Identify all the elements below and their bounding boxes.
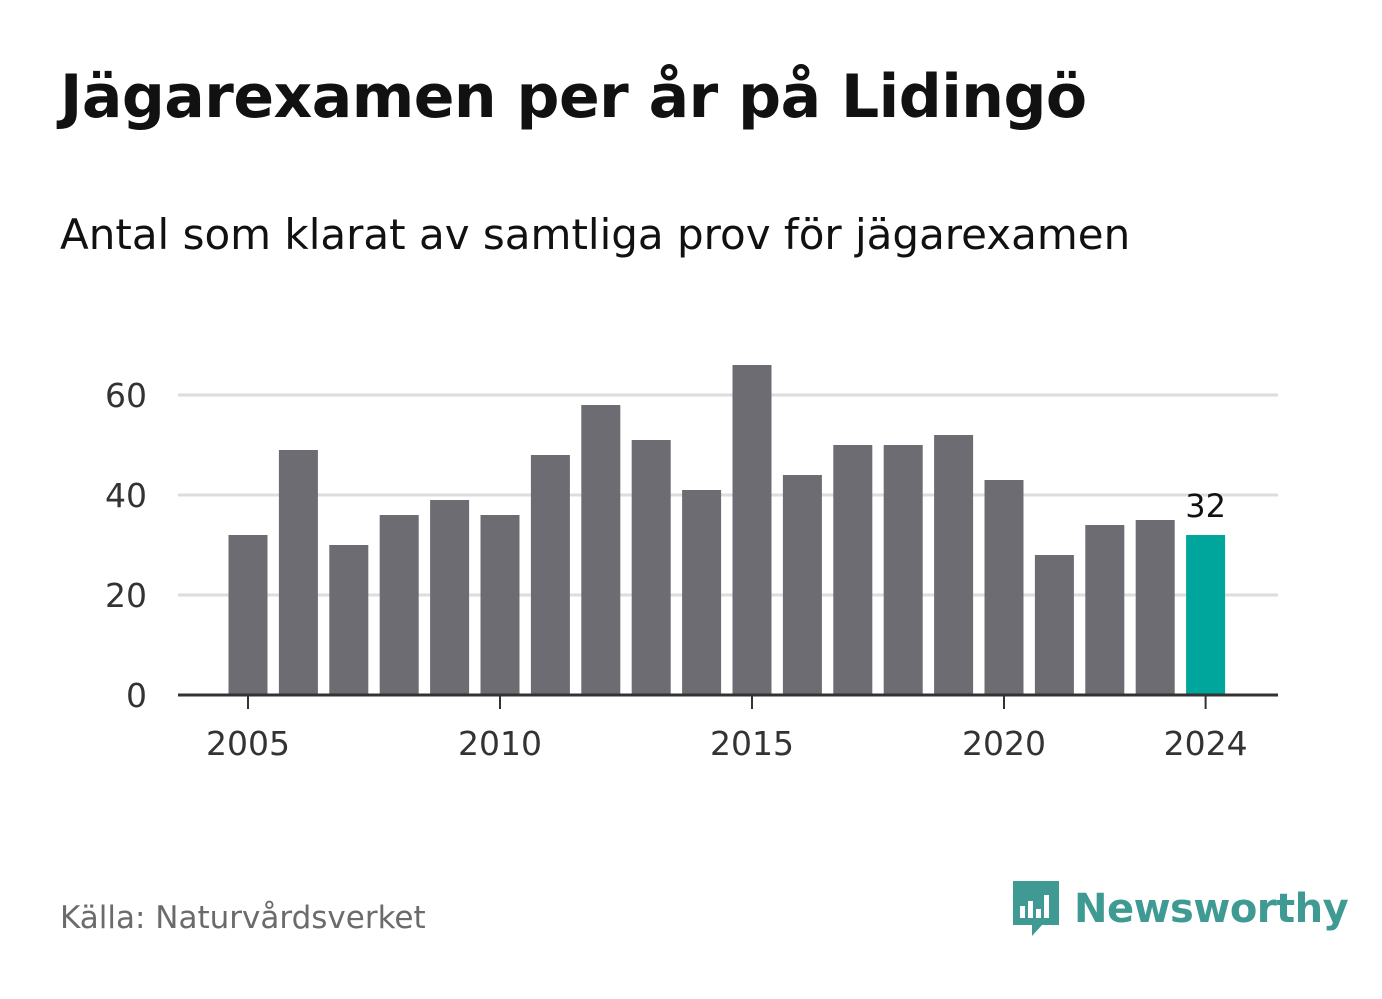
data-label: 32 [1185,487,1226,525]
source-note: Källa: Naturvårdsverket [60,900,426,936]
newsworthy-logo-icon [1013,881,1059,936]
bar [278,450,318,695]
bar [1085,525,1125,695]
x-tick-label: 2010 [458,724,542,763]
bar [782,475,822,695]
bar [1135,520,1175,695]
bar [430,500,470,695]
bar [379,515,419,695]
bar [883,445,923,695]
bar [581,405,621,695]
y-tick-label: 60 [105,376,147,415]
bar-highlight [1186,535,1226,695]
bar [228,535,268,695]
chart-title: Jägarexamen per år på Lidingö [60,62,1087,132]
bar [833,445,873,695]
bar [984,480,1024,695]
y-tick-label: 40 [105,476,147,515]
x-tick-label: 2015 [710,724,794,763]
chart-subtitle: Antal som klarat av samtliga prov för jä… [60,210,1131,259]
brand-name: Newsworthy [1074,886,1349,932]
x-tick-label: 2024 [1164,724,1248,763]
x-tick-label: 2020 [962,724,1046,763]
bar [329,545,369,695]
x-tick-label: 2005 [206,724,290,763]
bar [934,435,974,695]
bar [631,440,671,695]
bar [530,455,570,695]
bar [480,515,520,695]
y-tick-label: 20 [105,576,147,615]
y-tick-label: 0 [126,676,147,715]
brand-logo: Newsworthy [1010,878,1349,940]
bar [682,490,722,695]
bar [1034,555,1074,695]
bar [732,365,772,695]
